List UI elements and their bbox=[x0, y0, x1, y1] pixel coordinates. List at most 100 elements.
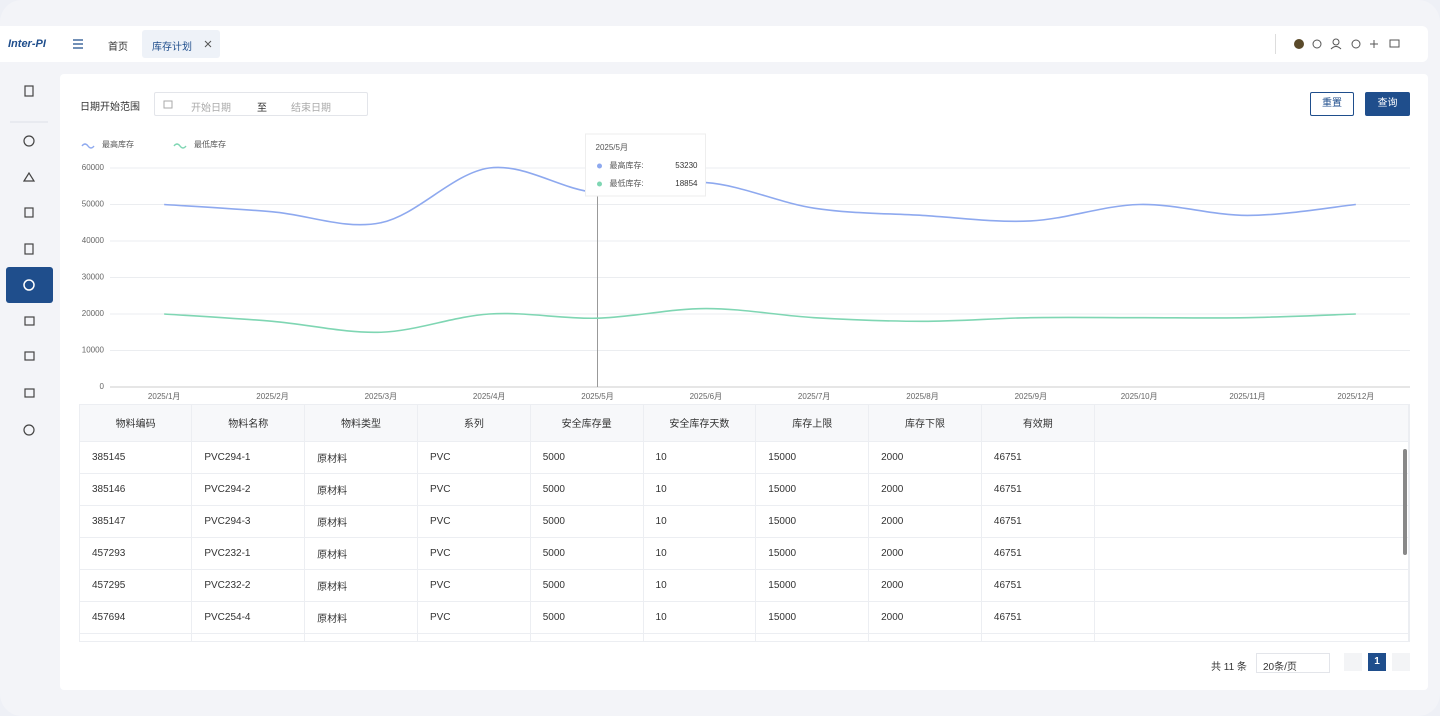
end-placeholder: 结束日期 bbox=[291, 103, 331, 114]
x-tick-label: 2025/10月 bbox=[1121, 392, 1158, 401]
table-cell: 原材料 bbox=[304, 569, 418, 602]
table-cell: 原材料 bbox=[304, 537, 418, 570]
x-tick-label: 2025/1月 bbox=[148, 392, 180, 401]
table-cell: PVC254-4 bbox=[191, 601, 306, 634]
table-cell: PVC bbox=[417, 601, 531, 634]
table-cell: 46751 bbox=[981, 537, 1095, 570]
table-cell bbox=[1094, 473, 1409, 506]
table-cell: 385147 bbox=[80, 505, 193, 538]
table-cell: 457293 bbox=[80, 537, 193, 570]
table-cell: 原材料 bbox=[304, 441, 418, 474]
table-row: 457293 PVC232-1 原材料 PVC 5000 10 15000 2000 46751 bbox=[80, 537, 1409, 570]
filter-label: 日期开始范围 bbox=[80, 102, 140, 113]
toolbar-icons[interactable] bbox=[1292, 37, 1412, 51]
table-cell: 15000 bbox=[755, 473, 870, 506]
x-tick-label: 2025/2月 bbox=[256, 392, 288, 401]
x-tick-label: 2025/5月 bbox=[581, 392, 613, 401]
menu-icon[interactable] bbox=[72, 38, 84, 50]
table-cell: PVC294-2 bbox=[191, 473, 306, 506]
table-cell: 46751 bbox=[981, 569, 1095, 602]
x-tick-label: 2025/11月 bbox=[1229, 392, 1265, 401]
table-cell: 46751 bbox=[981, 441, 1095, 474]
tooltip-box bbox=[585, 133, 706, 197]
x-tick-label: 2025/12月 bbox=[1337, 392, 1374, 401]
table-cell bbox=[80, 633, 193, 641]
x-tick-label: 2025/6月 bbox=[690, 392, 722, 401]
table-cell: 5000 bbox=[530, 537, 644, 570]
content-panel: 日期开始范围 开始日期 至 结束日期 重置 查询 物料编码 物料名称 物料类型 系列安… bbox=[60, 74, 1428, 690]
table-cell: 10 bbox=[643, 569, 757, 602]
table-cell: 385145 bbox=[80, 441, 193, 474]
header-cell: 系列 bbox=[417, 405, 531, 442]
top-bar: Inter-PI 首页 库存计划 bbox=[0, 26, 1428, 62]
table-cell: 10 bbox=[643, 473, 757, 506]
page-size-select[interactable]: 20条/页 bbox=[1256, 653, 1330, 673]
reset-button[interactable]: 重置 bbox=[1310, 92, 1354, 116]
table-cell bbox=[643, 633, 757, 641]
table-cell: 2000 bbox=[868, 505, 982, 538]
table-cell bbox=[1094, 633, 1409, 641]
close-icon[interactable] bbox=[204, 40, 212, 48]
tab[interactable]: 首页 bbox=[108, 42, 128, 53]
table-cell: 原材料 bbox=[304, 601, 418, 634]
divider bbox=[1275, 34, 1276, 54]
table-cell: 15000 bbox=[755, 569, 870, 602]
table-cell bbox=[191, 633, 306, 641]
header-cell: 物料名称 bbox=[191, 405, 306, 442]
table-cell: 385146 bbox=[80, 473, 193, 506]
x-tick-label: 2025/7月 bbox=[798, 392, 830, 401]
separator: 至 bbox=[257, 103, 267, 114]
table-row: 385147 PVC294-3 原材料 PVC 5000 10 15000 2000 46751 bbox=[80, 505, 1409, 538]
header-cell: 库存上限 bbox=[755, 405, 870, 442]
tooltip-label: 最低库存: bbox=[610, 178, 644, 188]
table-cell: PVC bbox=[417, 441, 531, 474]
table-row: 385145 PVC294-1 原材料 PVC 5000 10 15000 2000 46751 bbox=[80, 441, 1409, 474]
table-row: 457694 PVC254-4 原材料 PVC 5000 10 15000 2000 46751 bbox=[80, 601, 1409, 634]
scrollbar[interactable] bbox=[1403, 449, 1407, 555]
y-tick-label: 30000 bbox=[82, 273, 105, 282]
table-cell bbox=[417, 633, 531, 641]
table-cell: 10 bbox=[643, 537, 757, 570]
next-button[interactable] bbox=[1392, 653, 1410, 671]
table-cell: 5000 bbox=[530, 441, 644, 474]
page-size: 20条/页 bbox=[1263, 662, 1297, 673]
table-cell: 46751 bbox=[981, 601, 1095, 634]
search-button[interactable]: 查询 bbox=[1365, 92, 1410, 116]
table-cell: PVC bbox=[417, 537, 531, 570]
table-cell: PVC232-2 bbox=[191, 569, 306, 602]
table-cell: 457694 bbox=[80, 601, 193, 634]
tooltip-title: 2025/5月 bbox=[596, 143, 628, 152]
table-cell bbox=[1094, 601, 1409, 634]
table-cell: 5000 bbox=[530, 473, 644, 506]
table-cell: 46751 bbox=[981, 505, 1095, 538]
tab-active[interactable]: 库存计划 bbox=[142, 30, 220, 58]
x-tick-label: 2025/8月 bbox=[906, 392, 938, 401]
series-line bbox=[164, 166, 1356, 226]
tab-label: 库存计划 bbox=[152, 42, 192, 53]
table-cell bbox=[530, 633, 644, 641]
page-number[interactable]: 1 bbox=[1368, 653, 1386, 671]
y-tick-label: 0 bbox=[100, 382, 105, 391]
header-cell: 安全库存天数 bbox=[643, 405, 757, 442]
table-cell: PVC bbox=[417, 505, 531, 538]
table-cell: PVC294-3 bbox=[191, 505, 306, 538]
table-row: 385146 PVC294-2 原材料 PVC 5000 10 15000 2000 46751 bbox=[80, 473, 1409, 506]
table-cell: 原材料 bbox=[304, 473, 418, 506]
prev-button[interactable] bbox=[1344, 653, 1362, 671]
x-tick-label: 2025/9月 bbox=[1015, 392, 1047, 401]
header-cell: 物料编码 bbox=[80, 405, 193, 442]
table-cell bbox=[755, 633, 870, 641]
table-cell: PVC232-1 bbox=[191, 537, 306, 570]
tooltip-dot bbox=[597, 163, 602, 169]
header-row: 物料编码 物料名称 物料类型 系列 安全库存量 安全库存天数 库存上限 库存下限 有效期 bbox=[80, 405, 1409, 442]
table-cell: 10 bbox=[643, 601, 757, 634]
tooltip-dot bbox=[597, 181, 602, 187]
table-cell: 10 bbox=[643, 505, 757, 538]
y-tick-label: 20000 bbox=[82, 309, 105, 318]
legend-label: 最低库存 bbox=[194, 139, 226, 149]
sidebar-icons[interactable] bbox=[0, 70, 58, 460]
date-range-input[interactable]: 开始日期 至 结束日期 bbox=[154, 92, 368, 116]
table-row bbox=[80, 633, 1409, 641]
table-cell: 5000 bbox=[530, 569, 644, 602]
